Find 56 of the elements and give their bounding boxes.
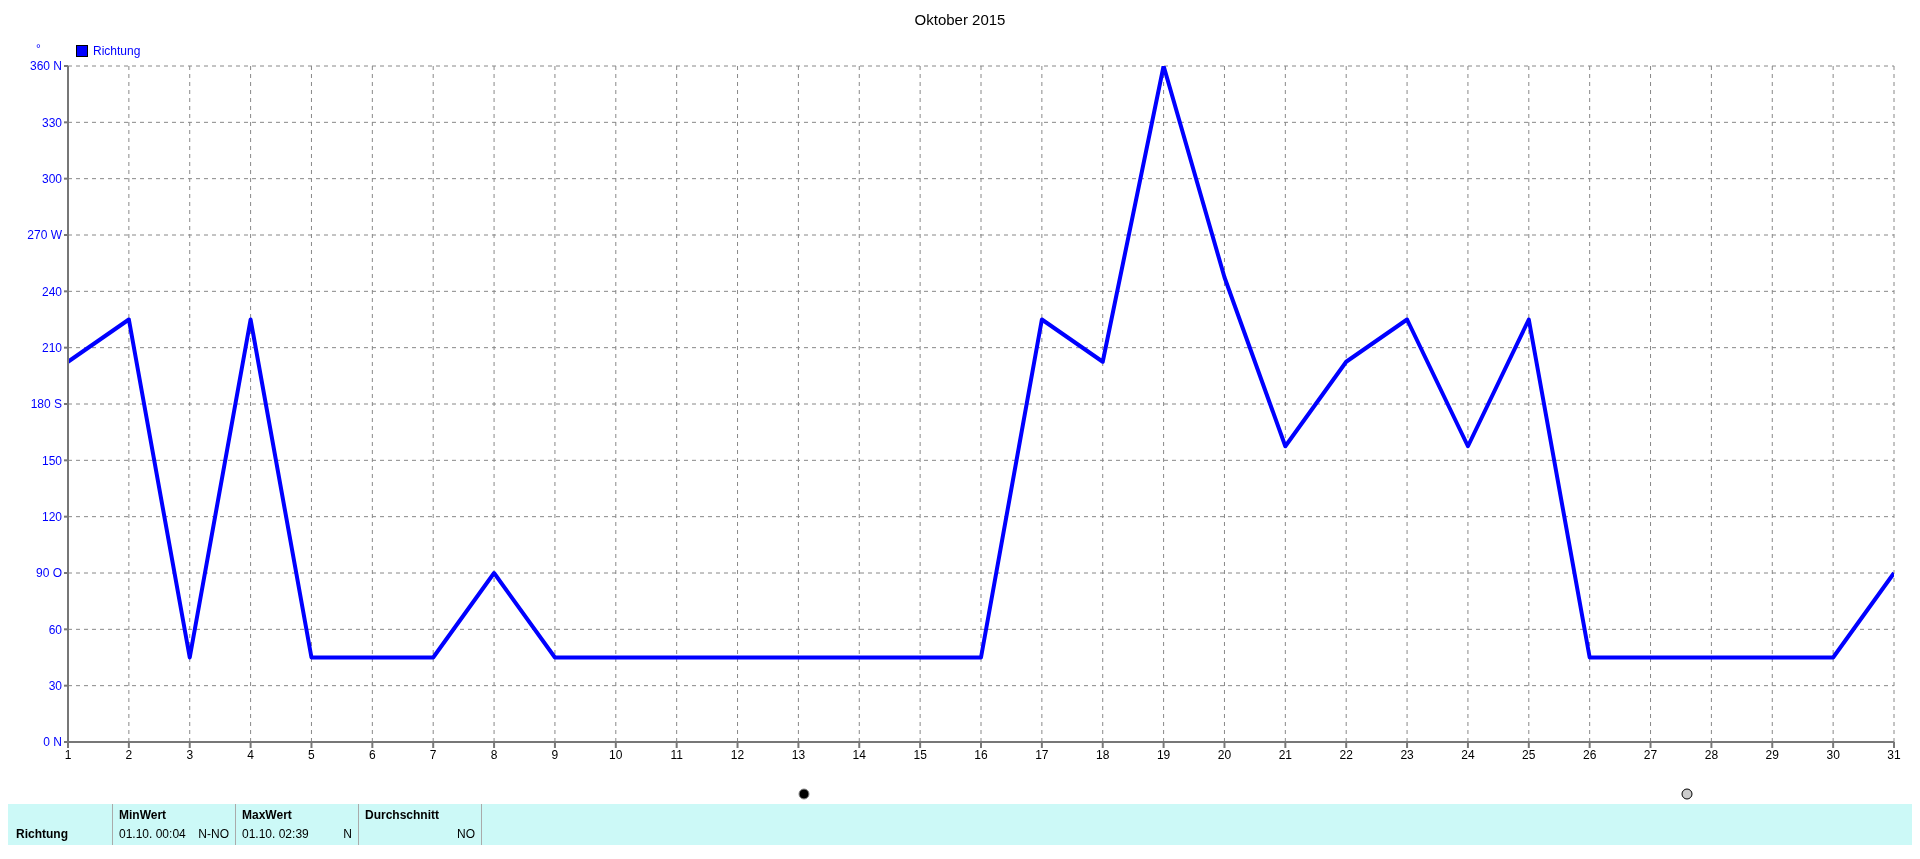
y-tick-label: 60	[48, 622, 63, 637]
x-tick-label: 8	[490, 747, 498, 762]
legend-label: Richtung	[92, 44, 141, 58]
x-tick-label: 24	[1461, 747, 1475, 762]
x-tick-label: 12	[730, 747, 745, 762]
y-tick-label: 300	[41, 171, 63, 186]
y-tick-label: 120	[41, 509, 63, 524]
x-tick-label: 4	[247, 747, 255, 762]
x-tick-label: 29	[1765, 747, 1780, 762]
x-tick-label: 28	[1704, 747, 1719, 762]
x-tick-label: 21	[1278, 747, 1293, 762]
x-tick-label: 7	[429, 747, 437, 762]
y-tick-label: 150	[41, 453, 63, 468]
text: Richtung	[16, 827, 68, 841]
x-tick-label: 9	[551, 747, 559, 762]
text: MinWert	[119, 808, 168, 822]
text: N	[343, 827, 352, 841]
x-tick-label: 14	[852, 747, 867, 762]
x-tick-label: 23	[1400, 747, 1415, 762]
x-tick-label: 25	[1522, 747, 1536, 762]
x-tick-label: 19	[1156, 747, 1171, 762]
text: N-NO	[198, 827, 229, 841]
x-tick-label: 22	[1339, 747, 1354, 762]
text: Durchschnitt	[365, 808, 440, 822]
chart-title: Oktober 2015	[913, 10, 1007, 30]
y-tick-label: 0 N	[43, 735, 62, 750]
y-tick-label: 210	[41, 340, 63, 355]
x-tick-label: 13	[791, 747, 806, 762]
x-tick-label: 3	[186, 747, 194, 762]
y-tick-label: 270 W	[27, 228, 63, 243]
y-tick-label: 240	[41, 284, 63, 299]
x-tick-label: 6	[368, 747, 376, 762]
x-tick-label: 30	[1826, 747, 1841, 762]
text: NO	[457, 827, 475, 841]
x-tick-label: 2	[125, 747, 133, 762]
y-tick-label: 180 S	[30, 397, 62, 412]
x-tick-label: 15	[913, 747, 928, 762]
y-tick-label: 360 N	[29, 59, 62, 74]
y-tick-label: 330	[41, 115, 63, 130]
x-tick-label: 26	[1582, 747, 1597, 762]
text: 01.10. 00:04	[119, 827, 186, 841]
x-tick-label: 20	[1217, 747, 1232, 762]
x-tick-label: 17	[1035, 747, 1049, 762]
x-tick-label: 18	[1096, 747, 1110, 762]
x-tick-label: 16	[974, 747, 988, 762]
x-tick-label: 31	[1887, 747, 1901, 762]
x-tick-label: 27	[1643, 747, 1658, 762]
x-tick-label: 11	[670, 747, 684, 762]
text: MaxWert	[242, 808, 293, 822]
y-tick-label: 30	[48, 678, 63, 693]
x-tick-label: 1	[64, 747, 72, 762]
y-tick-label: 90 O	[35, 566, 62, 581]
text: 01.10. 02:39	[242, 827, 309, 841]
x-tick-label: 10	[609, 747, 623, 762]
y-axis-title: °	[36, 42, 41, 56]
x-tick-label: 5	[308, 747, 316, 762]
